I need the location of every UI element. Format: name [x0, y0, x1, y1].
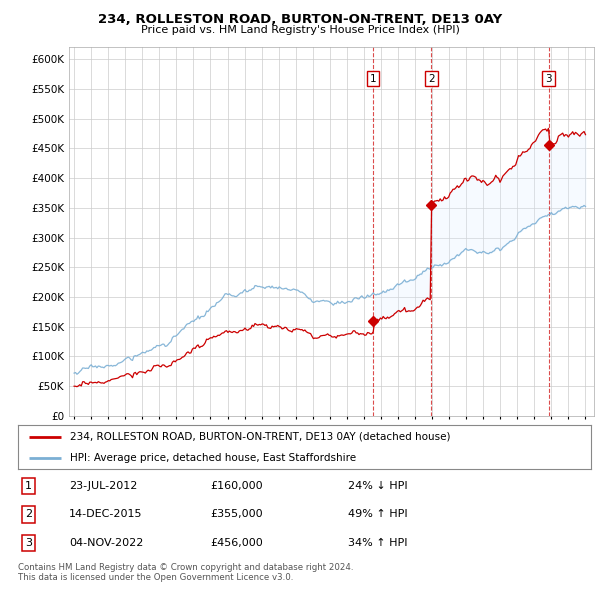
- Text: £160,000: £160,000: [210, 481, 263, 491]
- Text: 3: 3: [545, 74, 552, 84]
- Text: 3: 3: [25, 538, 32, 548]
- Text: HPI: Average price, detached house, East Staffordshire: HPI: Average price, detached house, East…: [70, 453, 356, 463]
- Text: £456,000: £456,000: [210, 538, 263, 548]
- Text: 04-NOV-2022: 04-NOV-2022: [69, 538, 143, 548]
- Text: Price paid vs. HM Land Registry's House Price Index (HPI): Price paid vs. HM Land Registry's House …: [140, 25, 460, 35]
- Text: 1: 1: [370, 74, 377, 84]
- Text: 2: 2: [25, 510, 32, 519]
- Text: 23-JUL-2012: 23-JUL-2012: [69, 481, 137, 491]
- Text: 1: 1: [25, 481, 32, 491]
- Text: 34% ↑ HPI: 34% ↑ HPI: [348, 538, 407, 548]
- Text: 234, ROLLESTON ROAD, BURTON-ON-TRENT, DE13 0AY (detached house): 234, ROLLESTON ROAD, BURTON-ON-TRENT, DE…: [70, 432, 450, 442]
- Text: 2: 2: [428, 74, 434, 84]
- Text: £355,000: £355,000: [210, 510, 263, 519]
- Text: 14-DEC-2015: 14-DEC-2015: [69, 510, 143, 519]
- Text: Contains HM Land Registry data © Crown copyright and database right 2024.
This d: Contains HM Land Registry data © Crown c…: [18, 563, 353, 582]
- Text: 24% ↓ HPI: 24% ↓ HPI: [348, 481, 407, 491]
- Text: 234, ROLLESTON ROAD, BURTON-ON-TRENT, DE13 0AY: 234, ROLLESTON ROAD, BURTON-ON-TRENT, DE…: [98, 13, 502, 26]
- Text: 49% ↑ HPI: 49% ↑ HPI: [348, 510, 407, 519]
